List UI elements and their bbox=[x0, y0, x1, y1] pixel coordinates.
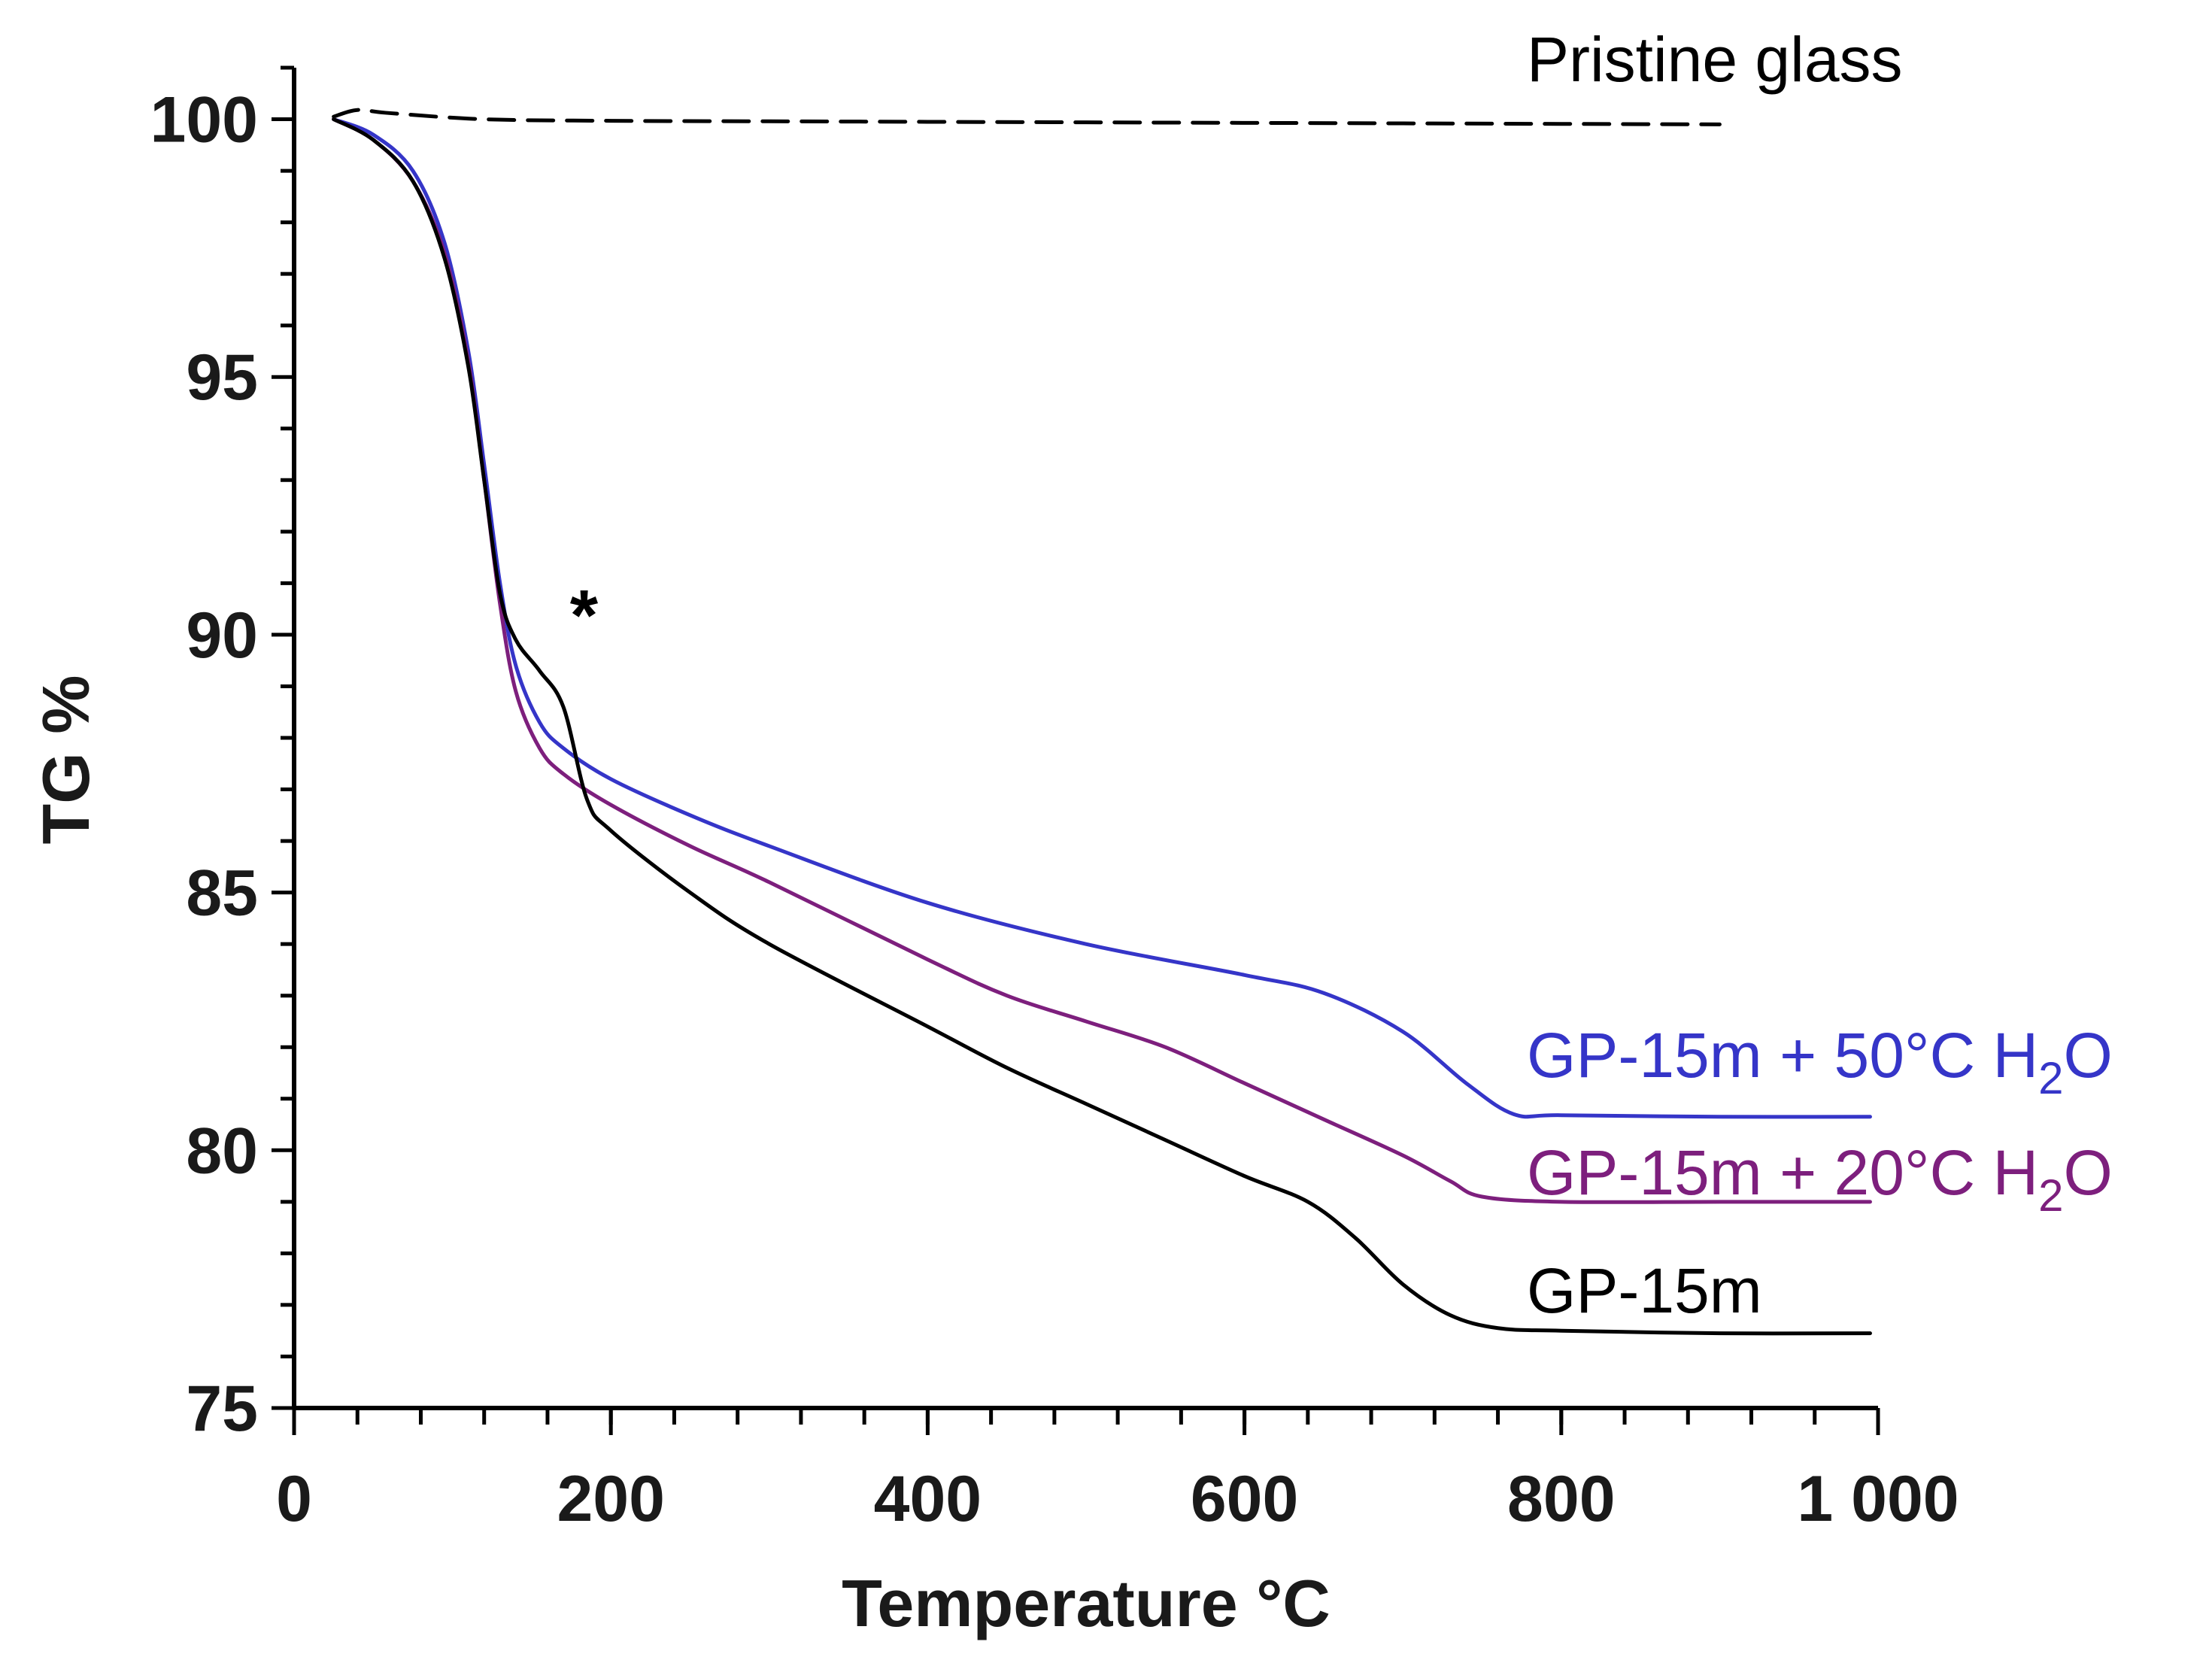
annotations: * bbox=[570, 575, 599, 656]
label-text: O bbox=[2064, 1137, 2113, 1208]
y-tick-label: 90 bbox=[186, 599, 258, 672]
y-axis-title: TG % bbox=[29, 675, 103, 845]
series-label-gp-15m: GP-15m bbox=[1527, 1255, 1762, 1326]
series-label-pristine-glass: Pristine glass bbox=[1527, 24, 1903, 95]
x-tick-label: 800 bbox=[1507, 1463, 1616, 1535]
y-tick-label: 85 bbox=[186, 857, 258, 930]
y-tick-label: 80 bbox=[186, 1115, 258, 1187]
series-line-pristine-glass bbox=[332, 108, 1722, 126]
label-text: GP-15m + 50°C H bbox=[1527, 1020, 2038, 1091]
series-line-gp-15m-50c bbox=[332, 117, 1872, 1119]
series-group bbox=[332, 108, 1872, 1336]
x-tick-label: 1 000 bbox=[1797, 1463, 1959, 1535]
label-text: GP-15m bbox=[1527, 1255, 1762, 1326]
series-label-gp-15m-20c: GP-15m + 20°C H2O bbox=[1527, 1137, 2113, 1221]
x-axis-title: Temperature °C bbox=[842, 1566, 1331, 1640]
label-text: O bbox=[2064, 1020, 2113, 1091]
y-tick-label: 95 bbox=[186, 341, 258, 414]
x-tick-label: 600 bbox=[1191, 1463, 1299, 1535]
series-line-gp-15m bbox=[332, 117, 1872, 1336]
y-tick-label: 100 bbox=[150, 84, 259, 156]
asterisk-annotation: * bbox=[570, 575, 599, 656]
x-tick-label: 200 bbox=[557, 1463, 665, 1535]
y-tick-label: 75 bbox=[186, 1373, 258, 1445]
series-label-gp-15m-50c: GP-15m + 50°C H2O bbox=[1527, 1020, 2113, 1103]
subscript: 2 bbox=[2038, 1170, 2063, 1221]
subscript: 2 bbox=[2038, 1053, 2063, 1103]
x-tick-label: 0 bbox=[276, 1463, 312, 1535]
label-text: GP-15m + 20°C H bbox=[1527, 1137, 2038, 1208]
x-tick-label: 400 bbox=[874, 1463, 982, 1535]
label-text: Pristine glass bbox=[1527, 24, 1903, 95]
